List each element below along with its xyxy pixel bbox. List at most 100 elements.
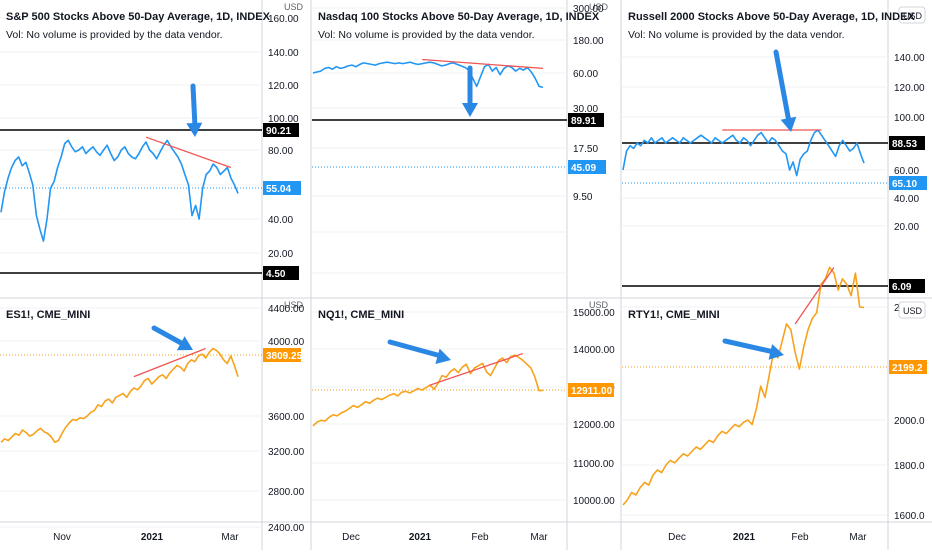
y-tick-label: 3200.00 (268, 447, 305, 458)
currency-button[interactable] (898, 301, 926, 319)
last-value-label: 55.04 (266, 184, 291, 195)
y-tick-label: 12000.00 (573, 420, 615, 431)
chart-subtitle: Vol: No volume is provided by the data v… (628, 29, 845, 41)
y-tick-label: 120.00 (894, 83, 925, 94)
last-value-label: 2199.2 (892, 363, 923, 374)
y-tick-label: 2800.00 (268, 487, 305, 498)
y-tick-label: 140.00 (268, 48, 299, 59)
y-tick-label: 60.00 (894, 166, 919, 177)
annotation-arrow-head (780, 116, 797, 132)
chart-title: ES1!, CME_MINI (6, 309, 90, 321)
currency-label[interactable]: USD (903, 11, 923, 21)
level-badge (568, 113, 604, 127)
y-tick-label: 100.00 (268, 114, 299, 125)
annotation-arrow-head (176, 336, 193, 351)
x-tick-label: 2021 (141, 532, 164, 543)
series-line (0, 139, 239, 242)
x-tick-label: Feb (471, 532, 489, 543)
last-value-badge (568, 383, 614, 397)
currency-label[interactable]: USD (903, 306, 923, 316)
trend-line (422, 58, 544, 70)
y-tick-label: 15000.00 (573, 308, 615, 319)
y-tick-label: 40.00 (268, 215, 293, 226)
last-value-badge (889, 360, 927, 374)
y-tick-label: 300.00 (573, 4, 604, 15)
chart-title: Russell 2000 Stocks Above 50-Day Average… (628, 11, 915, 23)
chart-title: RTY1!, CME_MINI (628, 309, 720, 321)
currency-label: USD (284, 300, 304, 310)
currency-button[interactable] (898, 6, 926, 24)
y-tick-label: 20.00 (894, 222, 919, 233)
level-badge (889, 136, 925, 150)
last-value-badge (889, 176, 927, 190)
y-tick-label: 60.00 (573, 69, 598, 80)
last-value-label: 65.10 (892, 179, 917, 190)
annotation-arrow-head (768, 344, 784, 360)
trend-line (794, 267, 835, 325)
series-line (622, 266, 865, 506)
annotation-arrow (773, 49, 792, 125)
x-tick-label: Mar (849, 532, 867, 543)
y-tick-label: 9.50 (573, 192, 593, 203)
level-label: 88.53 (892, 139, 917, 150)
last-value-label: 3809.25 (266, 351, 303, 362)
x-tick-label: Nov (53, 532, 71, 543)
x-tick-label: 2021 (733, 532, 756, 543)
last-value-label: 12911.00 (571, 386, 613, 397)
chart-title: Nasdaq 100 Stocks Above 50-Day Average, … (318, 11, 600, 23)
level-label: 6.09 (892, 282, 912, 293)
y-tick-label: 4400.00 (268, 304, 305, 315)
x-tick-label: Feb (791, 532, 809, 543)
y-tick-label: 160.00 (268, 14, 299, 25)
series-line (312, 354, 544, 427)
currency-label: USD (589, 300, 609, 310)
level-badge (889, 279, 925, 293)
x-tick-label: 2021 (409, 532, 432, 543)
annotation-arrow-head (462, 103, 478, 117)
chart-title: NQ1!, CME_MINI (318, 309, 404, 321)
trend-line (145, 136, 232, 169)
last-value-badge (263, 181, 301, 195)
level-badge (263, 266, 299, 280)
level-label: 89.91 (571, 116, 596, 127)
chart-subtitle: Vol: No volume is provided by the data v… (6, 29, 223, 41)
x-tick-label: Dec (342, 532, 360, 543)
currency-label: USD (284, 2, 304, 12)
level-label: 4.50 (266, 269, 286, 280)
trend-line (429, 352, 524, 386)
level-badge (263, 123, 299, 137)
y-tick-label: 14000.00 (573, 345, 615, 356)
annotation-arrow-head (435, 348, 451, 365)
chart-title: S&P 500 Stocks Above 50-Day Average, 1D,… (6, 11, 271, 23)
trend-line (133, 347, 206, 378)
series-line (0, 347, 239, 444)
annotation-arrow (151, 325, 186, 347)
currency-label: USD (589, 2, 609, 12)
annotation-arrow (387, 339, 444, 359)
y-tick-label: 120.00 (268, 81, 299, 92)
level-label: 90.21 (266, 126, 291, 137)
last-value-badge (568, 160, 606, 174)
last-value-label: 45.09 (571, 163, 596, 174)
series-line (622, 129, 865, 177)
x-tick-label: Mar (221, 532, 239, 543)
y-tick-label: 100.00 (894, 113, 925, 124)
series-line (312, 61, 544, 89)
y-tick-label: 4000.00 (268, 337, 305, 348)
y-tick-label: 20.00 (268, 249, 293, 260)
annotation-arrow (722, 338, 777, 355)
y-tick-label: 3600.00 (268, 412, 305, 423)
y-tick-label: 140.00 (894, 53, 925, 64)
y-tick-label: 10000.00 (573, 496, 615, 507)
annotation-arrow-head (186, 122, 203, 137)
y-tick-label: 40.00 (894, 194, 919, 205)
chart-subtitle: Vol: No volume is provided by the data v… (318, 29, 535, 41)
annotation-arrow (190, 83, 198, 130)
y-tick-label: 2000.0 (894, 416, 925, 427)
x-tick-label: Dec (668, 532, 686, 543)
x-tick-label: Mar (530, 532, 548, 543)
y-tick-label: 2400.00 (268, 523, 305, 534)
y-tick-label: 1800.0 (894, 461, 925, 472)
